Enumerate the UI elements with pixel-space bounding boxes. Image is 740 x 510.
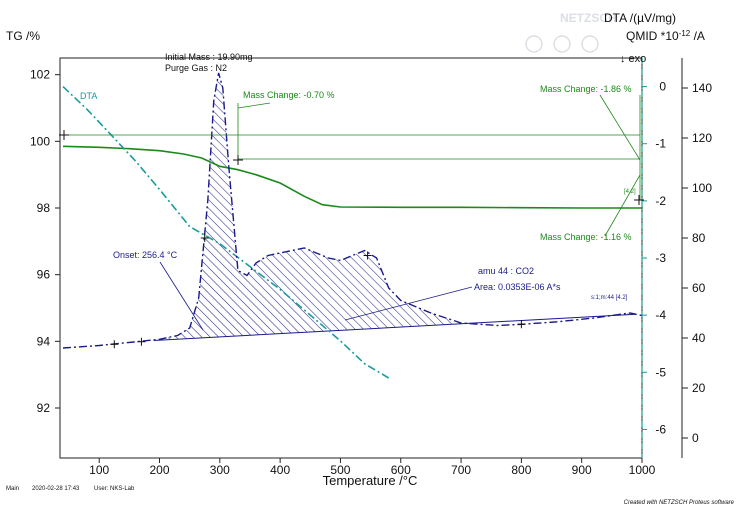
qmid-tick-label-100: 100 bbox=[692, 181, 712, 195]
onset-label: Onset: 256.4 °C bbox=[113, 250, 178, 260]
footer-timestamp: 2020-02-28 17:43 bbox=[32, 486, 80, 492]
x-tick-label-400: 400 bbox=[270, 463, 290, 477]
qmid-axis-title: QMID *10-12 /A bbox=[626, 29, 705, 43]
co2-baseline bbox=[153, 313, 636, 341]
tg-tick-label-98: 98 bbox=[37, 201, 51, 215]
dta-tick-label--6: -6 bbox=[655, 422, 666, 436]
qmid-segment-marker: s:1;m:44 [4.2] bbox=[591, 295, 628, 301]
x-tick-label-600: 600 bbox=[391, 463, 411, 477]
leader-1 bbox=[237, 102, 271, 109]
tg-tick-label-100: 100 bbox=[30, 134, 50, 148]
tg-step-markers bbox=[59, 130, 644, 205]
qmid-tick-label-120: 120 bbox=[692, 131, 712, 145]
x-tick-label-500: 500 bbox=[330, 463, 350, 477]
series-tg bbox=[62, 145, 642, 209]
watermark-text: NETZSCH bbox=[560, 11, 617, 25]
x-axis-title: Temperature /°C bbox=[323, 473, 418, 488]
dta-axis-title: DTA /(µV/mg) bbox=[604, 11, 676, 25]
peak-area-label: Area: 0.0353E-06 A*s bbox=[474, 282, 561, 292]
mass-change-1-label: Mass Change: -0.70 % bbox=[243, 90, 335, 100]
x-tick-label-900: 900 bbox=[572, 463, 592, 477]
series-amu-44-co2 bbox=[62, 72, 643, 349]
tg-tick-label-102: 102 bbox=[30, 68, 50, 82]
dta-tick-label--4: -4 bbox=[655, 308, 666, 322]
leader-3 bbox=[604, 174, 641, 237]
tg-axis-title: TG /% bbox=[6, 29, 40, 43]
watermark-icon-2 bbox=[553, 35, 571, 53]
tg-tick-label-96: 96 bbox=[37, 268, 51, 282]
dta-tick-label--2: -2 bbox=[655, 194, 666, 208]
leader-2 bbox=[599, 94, 641, 161]
purge-gas-label: Purge Gas : N2 bbox=[165, 63, 227, 73]
x-tick-label-200: 200 bbox=[149, 463, 169, 477]
area-leader bbox=[344, 286, 473, 321]
qmid-tick-label-20: 20 bbox=[692, 381, 706, 395]
tg-tick-label-92: 92 bbox=[37, 401, 51, 415]
peak-gas-label: amu 44 : CO2 bbox=[478, 266, 534, 276]
qmid-tick-label-80: 80 bbox=[692, 231, 706, 245]
netzsch-watermark: NETZSCH bbox=[525, 11, 617, 53]
mass-change-3-label: Mass Change: -1.16 % bbox=[540, 232, 632, 242]
dta-tick-label--3: -3 bbox=[655, 251, 666, 265]
mass-change-guides bbox=[64, 94, 641, 237]
dta-tick-label--1: -1 bbox=[655, 137, 666, 151]
co2-peak-area bbox=[153, 73, 636, 341]
dta-tick-label--5: -5 bbox=[655, 365, 666, 379]
qmid-tick-label-140: 140 bbox=[692, 81, 712, 95]
qmid-tick-label-40: 40 bbox=[692, 331, 706, 345]
footer-mode: Main bbox=[6, 486, 19, 492]
tg-segment-marker: [4.2] bbox=[624, 189, 636, 195]
footer-credit: Created with NETZSCH Proteus software bbox=[624, 500, 735, 506]
x-tick-label-1000: 1000 bbox=[629, 463, 656, 477]
x-tick-label-700: 700 bbox=[451, 463, 471, 477]
tg-tick-label-94: 94 bbox=[37, 334, 51, 348]
initial-mass-label: Initial Mass : 19.90mg bbox=[165, 52, 253, 62]
qmid-tick-label-0: 0 bbox=[692, 431, 699, 445]
onset-leader bbox=[159, 261, 204, 331]
qmid-tick-label-60: 60 bbox=[692, 281, 706, 295]
dta-tick-label-0: 0 bbox=[659, 80, 666, 94]
watermark-icon-1 bbox=[525, 35, 543, 53]
dta-series-label: DTA bbox=[80, 91, 97, 101]
x-tick-label-300: 300 bbox=[210, 463, 230, 477]
exo-direction-label: ↓ exo bbox=[620, 53, 646, 65]
watermark-icon-3 bbox=[581, 35, 599, 53]
x-tick-label-800: 800 bbox=[511, 463, 531, 477]
footer-user: User: NKS-Lab bbox=[94, 486, 135, 492]
x-tick-label-100: 100 bbox=[89, 463, 109, 477]
mass-change-2-label: Mass Change: -1.86 % bbox=[540, 84, 632, 94]
